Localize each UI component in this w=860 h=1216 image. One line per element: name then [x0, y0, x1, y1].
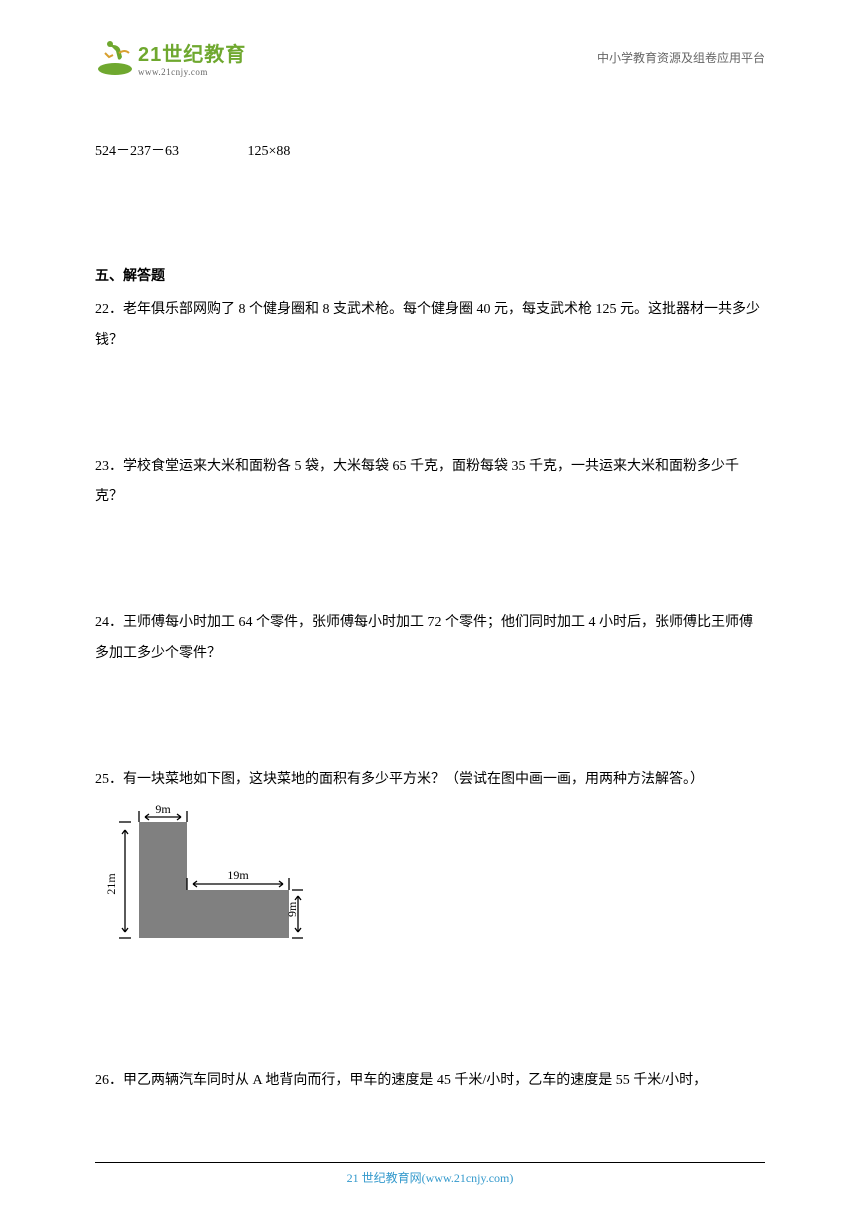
q22-text: 老年俱乐部网购了 8 个健身圈和 8 支武术枪。每个健身圈 40 元，每支武术枪…: [95, 302, 760, 348]
diagram-label-mid: 19m: [227, 868, 249, 882]
q26-text: 甲乙两辆汽车同时从 A 地背向而行，甲车的速度是 45 千米/小时，乙车的速度是…: [123, 1073, 707, 1088]
question-25: 25．有一块菜地如下图，这块菜地的面积有多少平方米？（尝试在图中画一画，用两种方…: [95, 765, 765, 972]
q23-num: 23．: [95, 459, 123, 474]
q22-num: 22．: [95, 302, 123, 317]
question-22: 22．老年俱乐部网购了 8 个健身圈和 8 支武术枪。每个健身圈 40 元，每支…: [95, 295, 765, 357]
logo-sub-text: www.21cnjy.com: [138, 67, 246, 77]
question-24: 24．王师傅每小时加工 64 个零件，张师傅每小时加工 72 个零件；他们同时加…: [95, 608, 765, 670]
q24-text: 王师傅每小时加工 64 个零件，张师傅每小时加工 72 个零件；他们同时加工 4…: [95, 615, 753, 661]
diagram-label-left: 21m: [104, 872, 118, 894]
q24-num: 24．: [95, 615, 123, 630]
equations-row: 524－237－63 125×88: [95, 140, 765, 160]
q25-text: 有一块菜地如下图，这块菜地的面积有多少平方米？（尝试在图中画一画，用两种方法解答…: [123, 772, 704, 787]
page-header: 21世纪教育 www.21cnjy.com 中小学教育资源及组卷应用平台: [95, 35, 765, 80]
footer-text: 21 世纪教育网(www.21cnjy.com): [95, 1163, 765, 1186]
question-26: 26．甲乙两辆汽车同时从 A 地背向而行，甲车的速度是 45 千米/小时，乙车的…: [95, 1066, 765, 1097]
q26-num: 26．: [95, 1073, 123, 1088]
q25-num: 25．: [95, 772, 123, 787]
diagram-label-top: 9m: [155, 804, 171, 816]
logo: 21世纪教育 www.21cnjy.com: [95, 38, 246, 77]
l-shape-diagram: 9m 21m 19m 9m: [103, 804, 765, 972]
logo-icon: [95, 39, 135, 77]
diagram-label-right: 9m: [285, 901, 299, 917]
page-footer: 21 世纪教育网(www.21cnjy.com): [95, 1162, 765, 1186]
q23-text: 学校食堂运来大米和面粉各 5 袋，大米每袋 65 千克，面粉每袋 35 千克，一…: [95, 459, 739, 505]
equation-2: 125×88: [248, 144, 291, 159]
section-title: 五、解答题: [95, 265, 765, 285]
header-right-text: 中小学教育资源及组卷应用平台: [597, 49, 765, 66]
question-23: 23．学校食堂运来大米和面粉各 5 袋，大米每袋 65 千克，面粉每袋 35 千…: [95, 452, 765, 514]
equation-1: 524－237－63: [95, 140, 179, 160]
footer-right: (www.21cnjy.com): [422, 1171, 514, 1185]
footer-left: 21 世纪教育网: [347, 1171, 422, 1185]
logo-main-text: 21世纪教育: [138, 38, 246, 67]
